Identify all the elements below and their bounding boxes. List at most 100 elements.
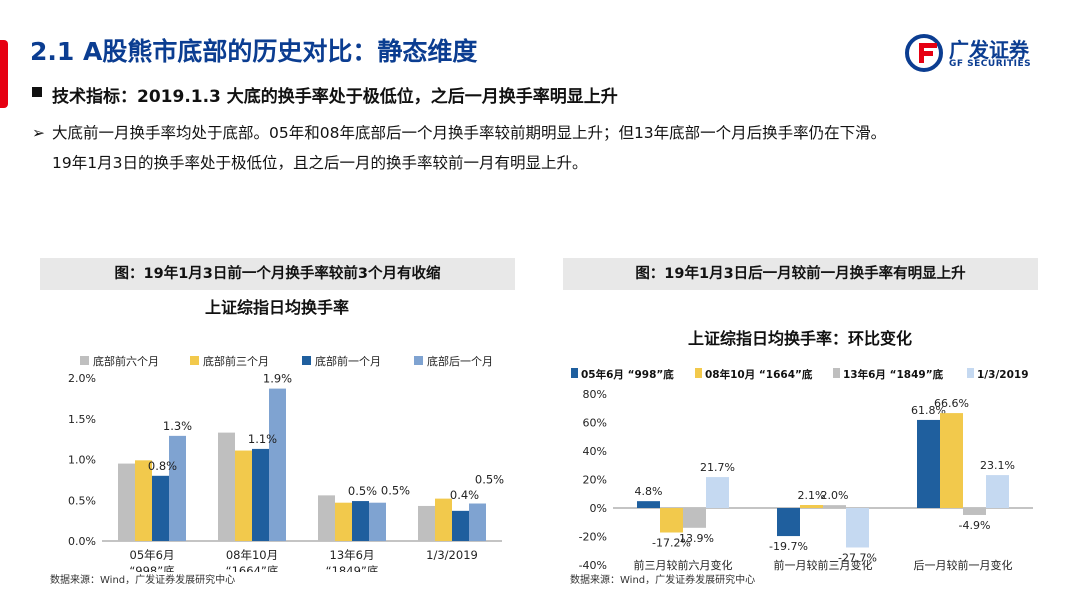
page-title: 2.1 A股熊市底部的历史对比：静态维度 bbox=[30, 37, 478, 66]
data-label: 21.7% bbox=[700, 461, 735, 474]
company-logo: 广发证券 GF SECURITIES bbox=[905, 32, 1045, 77]
data-label: 0.4% bbox=[450, 488, 479, 502]
legend-swatch bbox=[695, 368, 702, 378]
bar bbox=[823, 505, 846, 508]
bar bbox=[986, 475, 1009, 508]
data-label: 4.8% bbox=[635, 485, 663, 498]
legend-label: 05年6月 “998”底 bbox=[581, 368, 674, 381]
x-tick-label: 05年6月 bbox=[130, 548, 175, 562]
subheading: 技术指标：2019.1.3 大底的换手率处于极低位，之后一月换手率明显上升 bbox=[32, 82, 618, 107]
bar bbox=[800, 505, 823, 508]
legend-label: 底部前一个月 bbox=[315, 354, 381, 368]
bar bbox=[135, 460, 152, 541]
legend-swatch bbox=[414, 356, 423, 365]
x-tick-label: “1849”底 bbox=[326, 564, 379, 572]
y-tick-label: 40% bbox=[583, 445, 607, 458]
data-label: -4.9% bbox=[959, 519, 991, 532]
gf-logo-icon bbox=[905, 34, 943, 72]
data-label: -19.7% bbox=[769, 540, 808, 553]
bar bbox=[469, 503, 486, 541]
bar bbox=[352, 501, 369, 541]
square-bullet-icon bbox=[32, 87, 42, 97]
source-note-left: 数据来源：Wind，广发证券发展研究中心 bbox=[50, 575, 236, 586]
bar bbox=[169, 435, 186, 541]
data-label: 1.3% bbox=[163, 419, 192, 433]
bar bbox=[335, 502, 352, 541]
logo-text-en: GF SECURITIES bbox=[949, 59, 1032, 69]
bar bbox=[269, 388, 286, 541]
bar bbox=[152, 475, 169, 541]
bullet-line-2: 19年1月3日的换手率处于极低位，且之后一月的换手率较前一月有明显上升。 bbox=[52, 154, 588, 172]
x-tick-label: 08年10月 bbox=[226, 548, 278, 562]
data-label: 0.5% bbox=[475, 473, 504, 487]
y-tick-label: 1.5% bbox=[68, 413, 96, 426]
y-tick-label: 20% bbox=[583, 474, 607, 487]
subheading-text: 技术指标：2019.1.3 大底的换手率处于极低位，之后一月换手率明显上升 bbox=[52, 87, 618, 107]
bar bbox=[777, 508, 800, 537]
y-tick-label: 1.0% bbox=[68, 454, 96, 467]
logo-text-cn: 广发证券 bbox=[949, 38, 1029, 62]
chart-panel-left: 图：19年1月3日前一个月换手率较前3个月有收缩 上证综指日均换手率 底部前六个月… bbox=[40, 258, 515, 578]
data-label: -17.2% bbox=[652, 537, 691, 550]
legend-swatch bbox=[80, 356, 89, 365]
data-label: 2.1% bbox=[798, 489, 826, 502]
bar bbox=[252, 448, 269, 541]
data-label: -13.9% bbox=[675, 532, 714, 545]
bar bbox=[846, 508, 869, 548]
y-tick-label: -20% bbox=[579, 531, 607, 544]
legend-label: 底部前三个月 bbox=[203, 354, 269, 368]
legend-label: 08年10月 “1664”底 bbox=[705, 368, 813, 381]
data-label: 2.0% bbox=[821, 489, 849, 502]
accent-bar bbox=[0, 40, 8, 108]
bar bbox=[218, 432, 235, 541]
data-label: 61.8% bbox=[911, 404, 946, 417]
bar bbox=[235, 450, 252, 541]
data-label: 1.1% bbox=[248, 432, 277, 446]
x-tick-label: 前三月较前六月变化 bbox=[634, 558, 733, 572]
data-label: -27.7% bbox=[838, 551, 877, 564]
legend-label: 13年6月 “1849”底 bbox=[843, 368, 944, 381]
bar bbox=[118, 463, 135, 541]
y-tick-label: -40% bbox=[579, 559, 607, 572]
chart-title: 上证综指日均换手率：环比变化 bbox=[688, 329, 912, 348]
bar bbox=[963, 508, 986, 515]
bar bbox=[940, 413, 963, 508]
data-label: 66.6% bbox=[934, 397, 969, 410]
chart-header-right: 图：19年1月3日后一月较前一月换手率有明显上升 bbox=[563, 258, 1038, 290]
legend-label: 1/3/2019 bbox=[977, 369, 1029, 381]
bullet-paragraph: ➢ 大底前一月换手率均处于底部。05年和08年底部后一个月换手率较前期明显上升；… bbox=[32, 118, 1062, 178]
y-tick-label: 60% bbox=[583, 417, 607, 430]
bar bbox=[917, 419, 940, 508]
bullet-line-1: 大底前一月换手率均处于底部。05年和08年底部后一个月换手率较前期明显上升；但1… bbox=[52, 124, 887, 142]
x-tick-label: 1/3/2019 bbox=[426, 548, 478, 562]
y-tick-label: 80% bbox=[583, 388, 607, 401]
turnover-change-chart: 上证综指日均换手率：环比变化 05年6月 “998”底 08年10月 “1664”底… bbox=[571, 329, 1033, 572]
bar bbox=[660, 508, 683, 533]
chart-header-left: 图：19年1月3日前一个月换手率较前3个月有收缩 bbox=[40, 258, 515, 290]
source-note-right: 数据来源：Wind，广发证券发展研究中心 bbox=[570, 575, 756, 586]
x-tick-label: 13年6月 bbox=[330, 548, 375, 562]
arrow-bullet-icon: ➢ bbox=[32, 124, 45, 142]
x-tick-label: 前一月较前三月变化 bbox=[774, 558, 873, 572]
bar bbox=[637, 501, 660, 508]
bar bbox=[418, 505, 435, 541]
y-tick-label: 0.5% bbox=[68, 494, 96, 507]
legend-swatch bbox=[967, 368, 974, 378]
data-label: 23.1% bbox=[980, 459, 1015, 472]
legend-swatch bbox=[571, 368, 578, 378]
data-label: 0.8% bbox=[148, 459, 177, 473]
y-tick-label: 2.0% bbox=[68, 372, 96, 385]
x-tick-label: 后一月较前一月变化 bbox=[914, 558, 1013, 572]
legend-label: 底部前六个月 bbox=[93, 354, 159, 368]
bar bbox=[318, 495, 335, 541]
data-label: 0.5% bbox=[348, 484, 377, 498]
legend-swatch bbox=[833, 368, 840, 378]
bar bbox=[683, 508, 706, 528]
data-label: 0.5% bbox=[381, 484, 410, 498]
chart-panel-right: 图：19年1月3日后一月较前一月换手率有明显上升 上证综指日均换手率：环比变化 0… bbox=[563, 258, 1038, 576]
y-tick-label: 0% bbox=[590, 502, 607, 515]
bar bbox=[452, 510, 469, 541]
bar bbox=[706, 477, 729, 508]
bar bbox=[369, 502, 386, 541]
